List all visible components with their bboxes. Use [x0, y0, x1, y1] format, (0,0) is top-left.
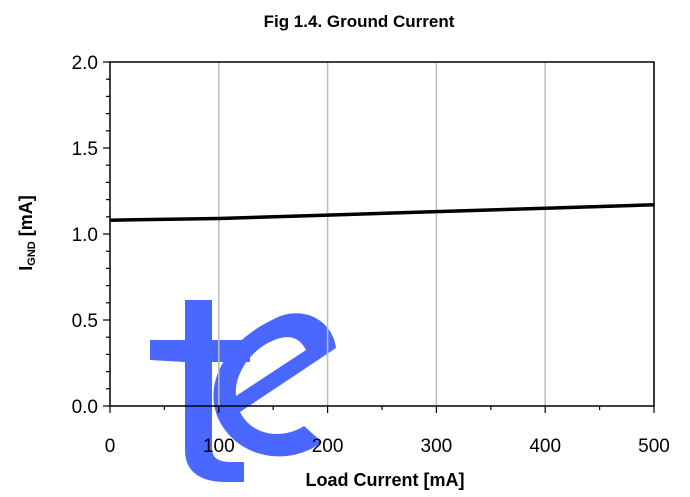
y-axis-label: IGND [mA] [16, 195, 38, 270]
grid [218, 62, 655, 406]
watermark-letter-e [213, 313, 336, 457]
y-tick-labels: 0.0 0.5 1.0 1.5 2.0 [72, 53, 98, 418]
x-tick-label: 200 [312, 436, 344, 457]
y-tick-label: 0.0 [72, 397, 98, 418]
x-tick-label: 400 [529, 436, 561, 457]
x-tick-label: 500 [638, 436, 670, 457]
x-tick-label: 0 [105, 436, 116, 457]
x-axis-label: Load Current [mA] [306, 470, 465, 490]
y-tick-label: 1.5 [72, 139, 98, 160]
y-axis-label-main: I [16, 266, 36, 271]
x-tick-labels: 0 100 200 300 400 500 [105, 436, 670, 457]
y-axis-label-subscript: GND [26, 241, 38, 266]
y-axis-label-unit: [mA] [16, 195, 36, 241]
y-tick-label: 1.0 [72, 225, 98, 246]
plot-area [103, 61, 655, 413]
x-tick-label: 300 [421, 436, 453, 457]
x-tick-label: 100 [203, 436, 235, 457]
watermark [150, 300, 336, 482]
watermark-letter-t [150, 300, 250, 482]
chart-title: Fig 1.4. Ground Current [264, 12, 455, 31]
y-tick-label: 0.5 [72, 311, 98, 332]
series-line-0 [109, 203, 655, 222]
y-tick-label: 2.0 [72, 53, 98, 74]
